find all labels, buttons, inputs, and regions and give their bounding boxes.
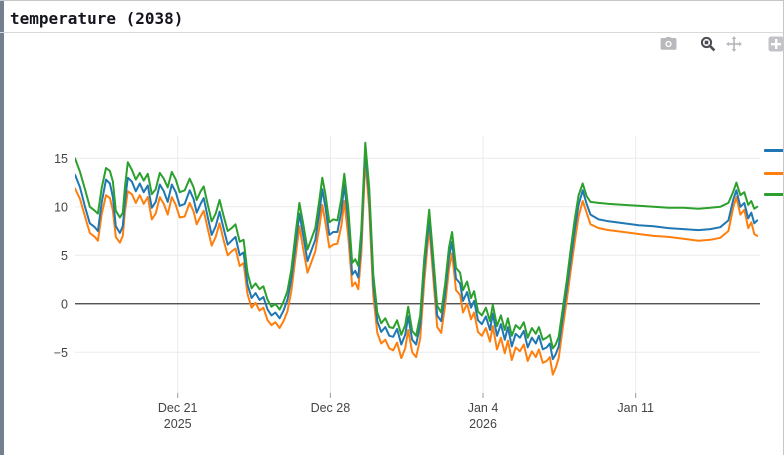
page-title: temperature (2038) xyxy=(10,8,184,28)
y-tick-label: 10 xyxy=(54,200,68,214)
y-tick-label: 15 xyxy=(54,152,68,166)
legend-item-green[interactable] xyxy=(764,187,783,201)
zoom-in-button[interactable] xyxy=(763,35,783,53)
plot-modebar xyxy=(655,35,783,53)
x-tick-label: Dec 21 xyxy=(158,401,198,415)
legend-swatch-green xyxy=(764,192,783,196)
legend-item-orange[interactable] xyxy=(764,166,783,180)
series-line-green xyxy=(75,141,759,350)
pan-button[interactable] xyxy=(721,35,747,53)
y-tick-label: 0 xyxy=(61,297,68,311)
zoom-in-plus-icon xyxy=(768,36,783,52)
y-tick-label: −5 xyxy=(54,346,68,360)
x-tick-label: Jan 11 xyxy=(617,401,654,415)
pan-arrows-icon xyxy=(726,36,742,52)
window-edge-bar xyxy=(0,1,4,455)
zoom-button[interactable] xyxy=(695,35,721,53)
legend-item-blue[interactable] xyxy=(764,143,783,157)
title-separator xyxy=(0,32,783,33)
x-tick-sublabel: 2026 xyxy=(469,417,497,431)
titlebar: temperature (2038) xyxy=(10,6,183,30)
magnifier-zoom-icon xyxy=(700,36,716,52)
x-tick-sublabel: 2025 xyxy=(164,417,192,431)
x-tick-label: Jan 4 xyxy=(468,401,499,415)
legend-swatch-blue xyxy=(764,148,783,152)
x-tick-label: Dec 28 xyxy=(311,401,351,415)
camera-icon xyxy=(660,37,676,50)
legend-swatch-orange xyxy=(764,171,783,175)
y-tick-label: 5 xyxy=(61,249,68,263)
download-camera-button[interactable] xyxy=(655,35,681,53)
